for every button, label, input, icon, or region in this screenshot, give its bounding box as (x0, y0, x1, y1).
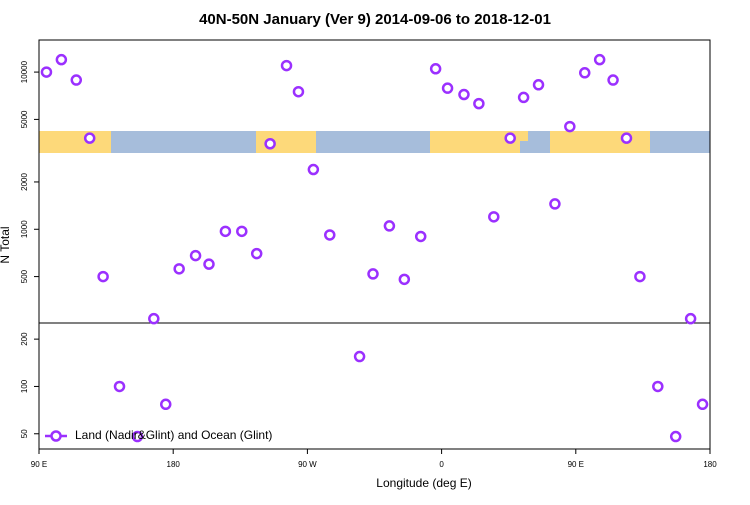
point (203, 258, 215, 270)
point (219, 225, 232, 238)
point (324, 229, 336, 241)
point (634, 270, 646, 283)
point (264, 137, 276, 150)
point (131, 430, 144, 443)
point (593, 53, 606, 66)
point (414, 230, 427, 243)
y-tick-label: 5000 (20, 110, 29, 128)
point (684, 312, 697, 325)
legend-label: Land (Nadir&Glint) and Ocean (Glint) (75, 428, 272, 442)
point (280, 59, 293, 72)
point (441, 82, 454, 94)
point (148, 312, 160, 325)
point (383, 220, 396, 232)
point (83, 132, 96, 144)
y-tick-label: 2000 (20, 173, 29, 191)
point (549, 198, 561, 210)
point (652, 380, 664, 393)
point (292, 85, 305, 98)
point (189, 249, 202, 262)
point (97, 270, 109, 283)
y-tick-label: 100 (20, 379, 29, 393)
x-axis-label: Longitude (deg E) (376, 476, 471, 490)
x-tick-label: 180 (167, 460, 181, 469)
plot-frame (38, 39, 711, 450)
point (307, 163, 320, 176)
legend-marker (50, 430, 62, 442)
point (398, 273, 411, 286)
point (236, 225, 248, 238)
y-tick-label: 1000 (20, 220, 29, 238)
point (367, 268, 379, 280)
point (55, 53, 68, 66)
point (504, 132, 516, 144)
map-band (39, 131, 710, 153)
point (532, 79, 545, 91)
y-tick-label: 500 (20, 269, 29, 283)
y-tick-label: 200 (20, 332, 29, 346)
y-tick-label: 50 (20, 429, 29, 438)
point (458, 88, 470, 101)
point (250, 247, 263, 260)
point (669, 430, 682, 443)
point (607, 74, 619, 86)
point (696, 398, 709, 411)
y-tick-label: 10000 (20, 60, 29, 83)
point (40, 66, 53, 78)
point (620, 132, 633, 144)
point (517, 91, 530, 104)
point (173, 263, 185, 275)
point (159, 398, 172, 411)
point (429, 63, 442, 75)
point (488, 211, 500, 223)
x-tick-label: 180 (703, 460, 717, 469)
point (473, 97, 485, 110)
x-tick-label: 90 E (568, 460, 584, 469)
point (353, 350, 366, 363)
x-tick-label: 90 W (298, 460, 317, 469)
chart-title: 40N-50N January (Ver 9) 2014-09-06 to 20… (199, 11, 551, 28)
point (113, 380, 126, 393)
y-axis-label: N Total (0, 226, 12, 263)
point (70, 74, 83, 86)
point (578, 67, 591, 79)
x-tick-label: 0 (439, 460, 444, 469)
point (564, 120, 576, 133)
x-tick-label: 90 E (31, 460, 47, 469)
